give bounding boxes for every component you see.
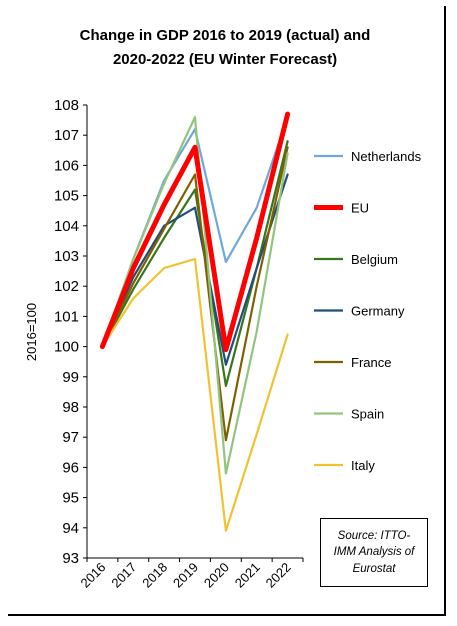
series-line-germany: [101, 173, 289, 366]
source-note: Source: ITTO- IMM Analysis of Eurostat: [320, 518, 428, 587]
source-line-2: IMM Analysis of: [333, 546, 415, 559]
legend-label-eu: EU: [351, 201, 369, 216]
y-tick-label: 105: [54, 188, 79, 205]
legend-label-germany: Germany: [351, 304, 405, 319]
y-axis-label: 2016=100: [24, 303, 39, 361]
chart-title-line-1: Change in GDP 2016 to 2019 (actual) and: [80, 27, 371, 44]
axes: [83, 104, 304, 562]
y-tick-label: 97: [62, 429, 79, 446]
legend: Netherlands EU Belgium Germany France Spain It…: [314, 149, 422, 473]
x-tick-label: 2016: [77, 560, 108, 591]
source-line-3: Eurostat: [352, 562, 396, 575]
y-tick-labels: 108 107 106 105 104 103 102 101 100 99 98 97 96 95 94 9…: [54, 97, 79, 567]
y-tick-label: 101: [54, 308, 79, 325]
series-line-eu: [99, 111, 291, 353]
chart-title-line-2: 2020-2022 (EU Winter Forecast): [113, 51, 337, 68]
y-tick-label: 104: [54, 218, 79, 235]
legend-label-netherlands: Netherlands: [351, 149, 422, 164]
y-tick-label: 100: [54, 339, 79, 356]
x-tick-label: 2022: [263, 560, 294, 591]
chart-frame: [8, 6, 446, 616]
y-tick-label: 98: [62, 399, 79, 416]
y-tick-label: 96: [62, 459, 79, 476]
x-tick-label: 2017: [108, 560, 139, 591]
x-tick-label: 2020: [201, 560, 232, 591]
x-tick-labels: 2016 2017 2018 2019 2020 2021 2022: [77, 560, 293, 591]
y-tick-label: 94: [62, 520, 79, 537]
y-tick-label: 95: [62, 490, 79, 507]
y-tick-label: 93: [62, 550, 79, 567]
legend-label-belgium: Belgium: [351, 252, 398, 267]
legend-label-spain: Spain: [351, 407, 384, 422]
x-tick-label: 2019: [170, 560, 201, 591]
series-line-france: [101, 146, 289, 442]
series-line-spain: [101, 115, 289, 475]
x-tick-label: 2021: [232, 560, 263, 591]
series-line-italy: [101, 257, 289, 532]
y-tick-label: 106: [54, 157, 79, 174]
y-tick-label: 108: [54, 97, 79, 114]
y-tick-label: 102: [54, 278, 79, 295]
y-tick-label: 99: [62, 369, 79, 386]
y-tick-label: 107: [54, 127, 79, 144]
x-tick-label: 2018: [139, 560, 170, 591]
y-tick-label: 103: [54, 248, 79, 265]
legend-label-france: France: [351, 355, 391, 370]
legend-label-italy: Italy: [351, 458, 375, 473]
source-line-1: Source: ITTO-: [337, 530, 411, 543]
series-lines: [99, 111, 291, 532]
